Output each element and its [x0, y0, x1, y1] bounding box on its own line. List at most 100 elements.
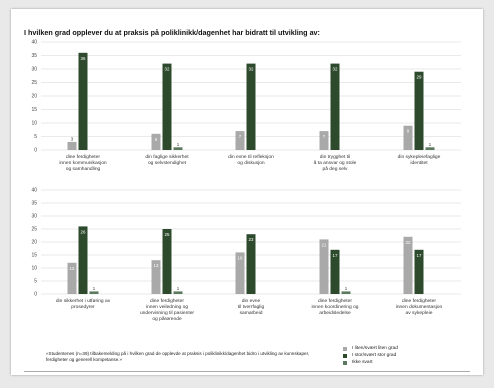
y-tick-label: 0	[34, 292, 37, 298]
bar	[341, 291, 351, 294]
chart-legend: I liten/svært liten grad I stor/svært st…	[343, 345, 398, 366]
data-label: 17	[333, 253, 338, 258]
data-label: 32	[333, 67, 338, 72]
bar	[162, 63, 172, 150]
figure-caption: «Studentenes (n=39) tilbakemelding på i …	[46, 351, 310, 362]
y-tick-label: 15	[31, 253, 37, 259]
y-tick-label: 10	[31, 266, 37, 272]
category-label: å ta ansvar og stole	[314, 159, 357, 166]
legend-item-high: I stor/svært stor grad	[343, 352, 398, 359]
data-label: 1	[177, 286, 180, 291]
data-label: 1	[345, 286, 348, 291]
bar	[151, 260, 161, 294]
data-label: 3	[71, 136, 74, 141]
y-tick-label: 20	[31, 94, 37, 100]
data-label: 21	[322, 242, 327, 247]
y-tick-label: 35	[31, 53, 37, 59]
category-label: prosedyrer	[71, 304, 95, 310]
legend-swatch-high	[343, 353, 347, 358]
bar	[235, 131, 245, 150]
y-tick-label: 5	[34, 279, 37, 285]
y-tick-label: 40	[31, 40, 37, 46]
category-label: identitet	[410, 160, 428, 166]
bar	[246, 234, 256, 294]
category-label: din sikkerhet i utføring av	[56, 298, 111, 304]
legend-swatch-low	[343, 346, 347, 351]
category-label: samarbeid	[240, 310, 263, 316]
bar	[78, 52, 88, 150]
data-label: 26	[81, 229, 86, 234]
report-page: I hvilken grad opplever du at praksis på…	[11, 9, 483, 375]
y-tick-label: 0	[34, 148, 37, 154]
category-label: din evne	[242, 298, 261, 304]
bar	[67, 262, 77, 294]
y-tick-label: 15	[31, 107, 37, 113]
data-label: 25	[165, 232, 170, 237]
y-tick-label: 25	[31, 227, 37, 233]
data-label: 9	[407, 129, 410, 134]
category-label: dine ferdigheter	[402, 298, 436, 304]
category-label: innen kommunikasjon	[59, 160, 107, 166]
data-label: 36	[81, 56, 86, 61]
bar	[162, 229, 172, 294]
data-label: 23	[249, 237, 254, 242]
category-label: din faglige sikkerhet	[145, 154, 189, 160]
legend-item-none: Ikke svart	[343, 359, 398, 366]
data-label: 16	[238, 255, 243, 260]
category-label: innen koordinering og	[311, 304, 358, 310]
data-label: 32	[165, 67, 170, 72]
chart-title: I hvilken grad opplever du at praksis på…	[24, 28, 320, 37]
category-label: din sykepleiefaglige	[398, 154, 441, 160]
data-label: 7	[323, 134, 326, 139]
bar	[78, 226, 88, 294]
bar	[330, 63, 340, 150]
y-tick-label: 25	[31, 80, 37, 86]
legend-swatch-none	[343, 360, 347, 365]
y-tick-label: 40	[31, 188, 37, 194]
category-label: dine ferdigheter	[66, 154, 100, 160]
y-tick-label: 20	[31, 240, 37, 246]
bar	[173, 291, 183, 294]
bar	[89, 291, 99, 294]
y-tick-label: 35	[31, 201, 37, 207]
data-label: 22	[406, 240, 411, 245]
bar	[67, 141, 77, 150]
bar	[246, 63, 256, 150]
bar	[425, 147, 435, 150]
category-label: din trygghet til	[320, 154, 350, 160]
category-label: undervisning til pasienter	[140, 310, 194, 316]
legend-item-low: I liten/svært liten grad	[343, 345, 398, 352]
data-label: 12	[70, 266, 75, 271]
legend-label-none: Ikke svart	[352, 360, 373, 365]
category-label: arbeidsledelse	[319, 310, 351, 316]
bar	[414, 249, 424, 294]
data-label: 29	[417, 75, 422, 80]
category-label: og diskusjon	[237, 160, 264, 166]
y-tick-label: 10	[31, 121, 37, 127]
data-label: 1	[177, 142, 180, 147]
legend-label-low: I liten/svært liten grad	[352, 346, 398, 351]
category-label: på deg selv	[322, 165, 348, 172]
category-label: dine ferdigheter	[318, 298, 352, 304]
bar	[330, 249, 340, 294]
data-label: 32	[249, 67, 254, 72]
category-label: av sykepleie	[406, 310, 433, 316]
data-label: 6	[155, 137, 158, 142]
category-label: dine ferdigheter	[150, 298, 184, 304]
bar	[173, 147, 183, 150]
category-label: og selvstendighet	[148, 160, 187, 166]
bar	[235, 252, 245, 294]
bar	[403, 125, 413, 150]
data-label: 1	[429, 142, 432, 147]
y-tick-label: 30	[31, 214, 37, 220]
legend-label-high: I stor/svært stor grad	[352, 353, 397, 358]
data-label: 1	[93, 286, 96, 291]
category-label: og samhandling	[66, 166, 101, 172]
bar	[414, 71, 424, 150]
bar	[403, 236, 413, 294]
y-tick-label: 5	[34, 134, 37, 140]
bottom-divider	[24, 371, 470, 372]
category-label: til tverrfaglig	[238, 304, 265, 310]
bar	[319, 239, 329, 294]
category-label: og pårørende	[152, 315, 182, 322]
